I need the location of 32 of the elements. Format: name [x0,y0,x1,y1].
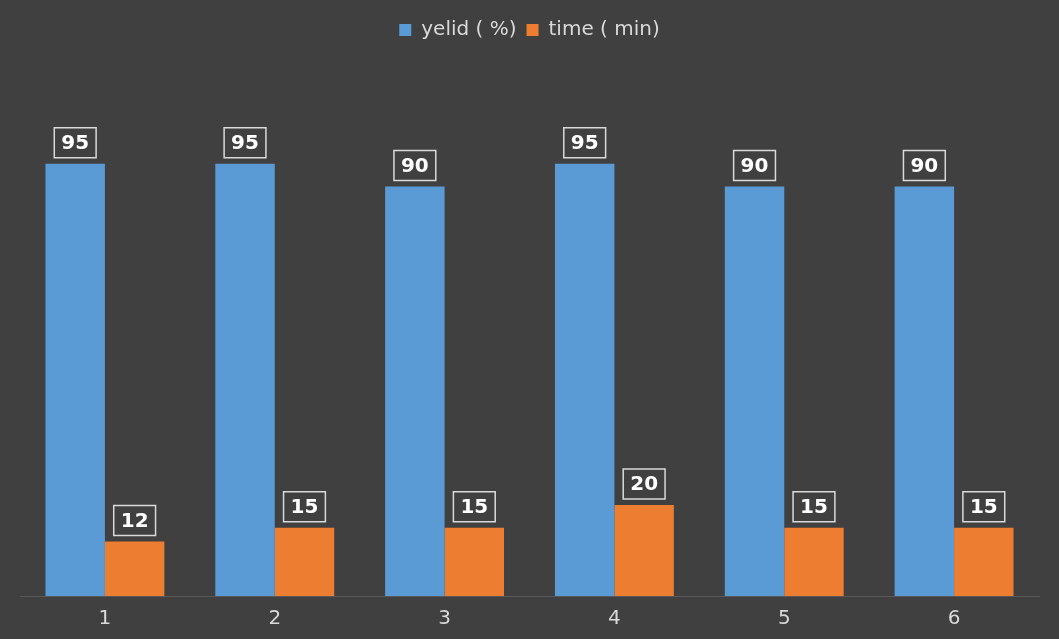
bar [724,186,785,596]
data-label: 12 [120,507,149,532]
data-label: 15 [460,493,489,518]
bar [444,527,505,596]
bar [894,186,955,596]
data-label: 90 [740,152,769,177]
bar [104,541,165,596]
data-label: 90 [400,152,429,177]
data-label: 15 [290,493,319,518]
bar [274,527,335,596]
bar [614,505,674,596]
data-label: 15 [969,493,998,518]
bar [215,163,275,596]
data-label: 95 [570,129,599,154]
bar [554,163,615,596]
data-label: 20 [630,471,659,496]
bar [954,527,1014,596]
data-label: 15 [800,493,828,518]
bar [784,527,844,596]
x-tick-label: 5 [777,605,791,630]
x-tick-label: 2 [268,605,282,630]
x-tick-label: 3 [438,605,451,630]
x-tick-label: 1 [98,605,112,630]
x-tick-label: 6 [947,605,961,630]
bar [385,186,445,596]
data-label: 95 [61,129,90,154]
bar [45,163,105,596]
x-tick-label: 4 [608,605,621,630]
data-label: 90 [910,152,939,177]
legend-label: yelid ( %) [421,16,517,41]
legend-label: time ( min) [548,16,660,41]
data-label: 95 [231,129,259,154]
